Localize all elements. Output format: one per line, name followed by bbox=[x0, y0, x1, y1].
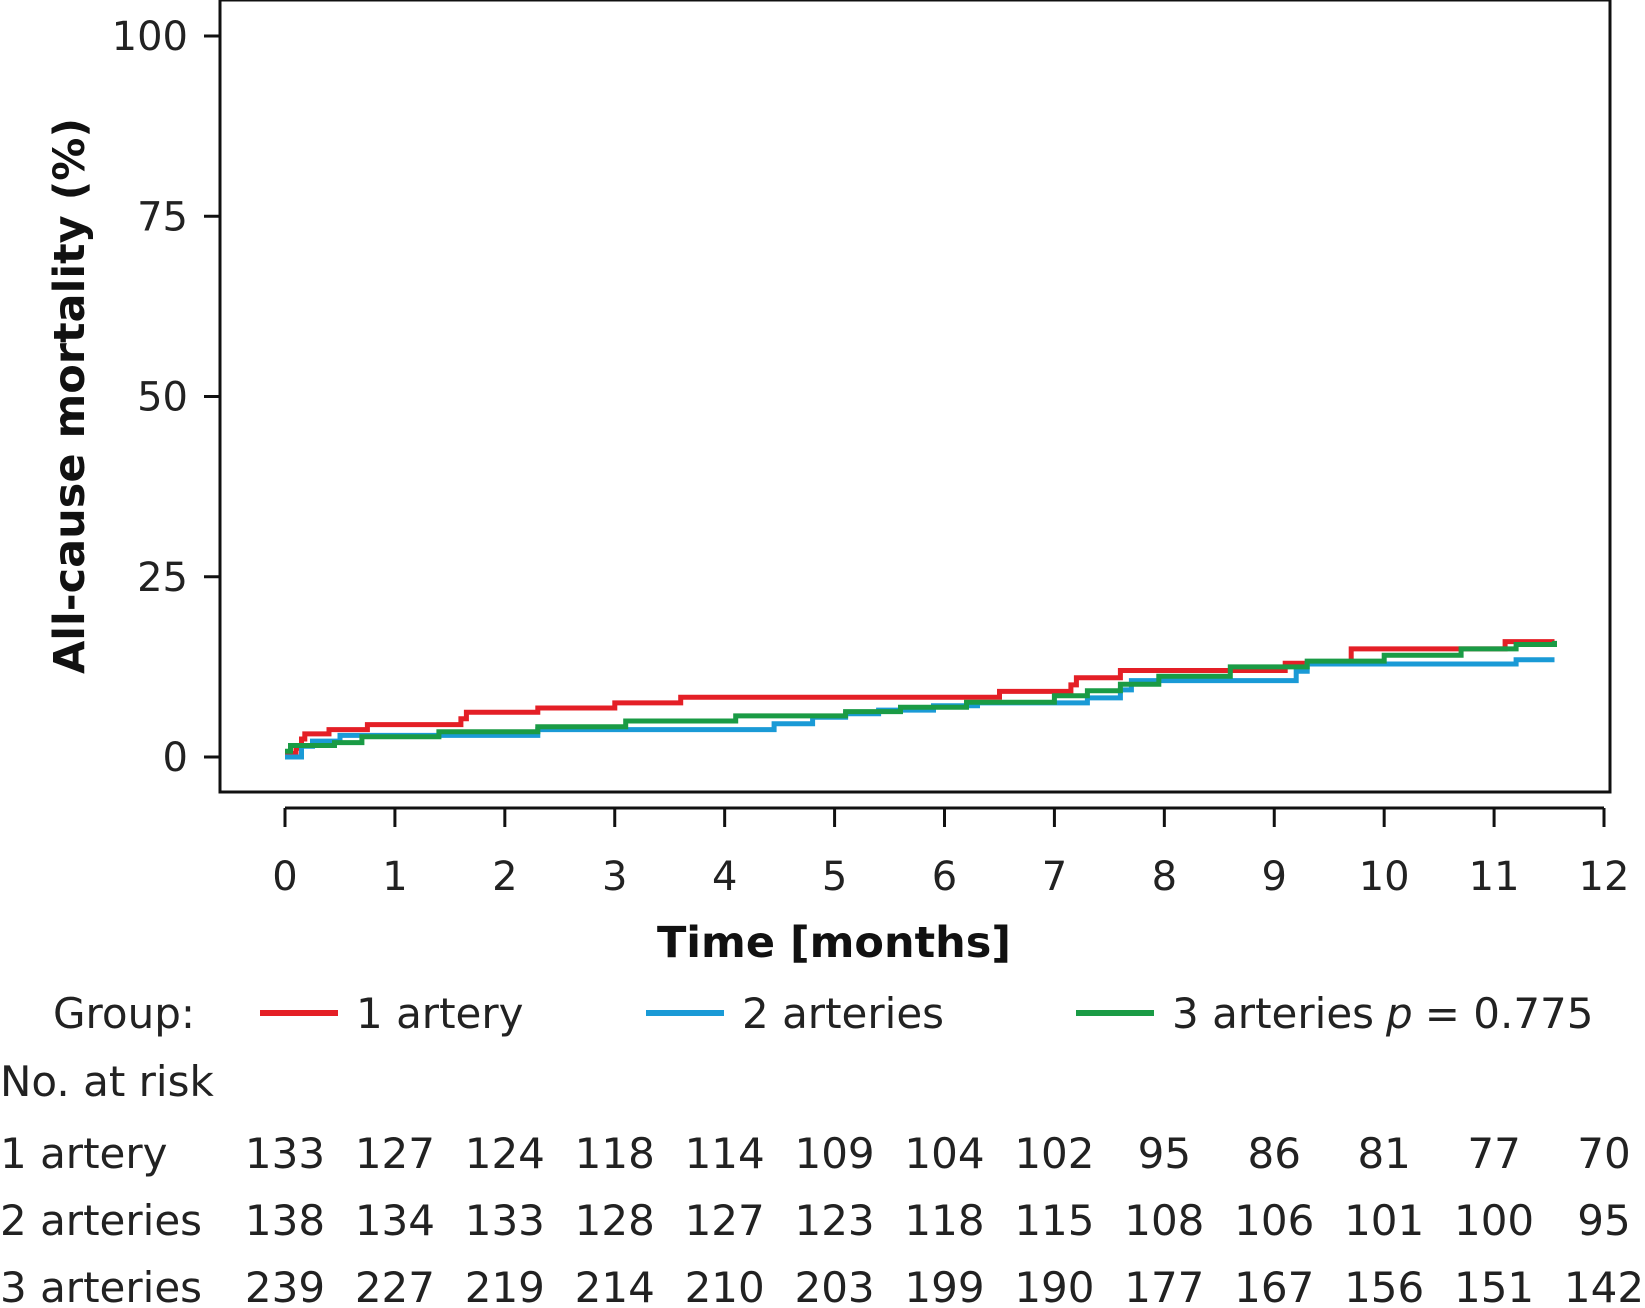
x-axis-title: Time [months] bbox=[657, 918, 1011, 968]
plot-frame bbox=[218, 0, 1612, 794]
x-tick-label-3: 3 bbox=[602, 854, 627, 900]
risk-value-3-arteries-8: 177 bbox=[1124, 1263, 1204, 1308]
risk-value-1-artery-4: 114 bbox=[685, 1129, 765, 1178]
risk-value-3-arteries-6: 199 bbox=[904, 1263, 984, 1308]
risk-value-2-arteries-10: 101 bbox=[1344, 1196, 1424, 1245]
legend-label-3-arteries: 3 arteries p = 0.775 bbox=[1172, 989, 1594, 1038]
risk-value-1-artery-7: 102 bbox=[1014, 1129, 1094, 1178]
x-tick-label-10: 10 bbox=[1359, 854, 1410, 900]
risk-table: No. at risk 1 artery 133 127 124 118 114 109 10… bbox=[0, 1057, 1644, 1308]
y-tick-label-0: 0 bbox=[163, 735, 188, 781]
x-tick-label-5: 5 bbox=[822, 854, 847, 900]
legend-label-3-arteries-name: 3 arteries bbox=[1172, 989, 1374, 1038]
y-axis-title: All-cause mortality (%) bbox=[45, 118, 95, 674]
risk-value-2-arteries-5: 123 bbox=[794, 1196, 874, 1245]
risk-value-3-arteries-5: 203 bbox=[794, 1263, 874, 1308]
y-tick-label-50: 50 bbox=[137, 375, 188, 421]
risk-value-3-arteries-0: 239 bbox=[245, 1263, 325, 1308]
risk-value-1-artery-0: 133 bbox=[245, 1129, 325, 1178]
x-tick-label-8: 8 bbox=[1152, 854, 1177, 900]
risk-value-1-artery-2: 124 bbox=[465, 1129, 545, 1178]
risk-value-2-arteries-7: 115 bbox=[1014, 1196, 1094, 1245]
risk-value-2-arteries-8: 108 bbox=[1124, 1196, 1204, 1245]
risk-value-1-artery-9: 86 bbox=[1248, 1129, 1301, 1178]
risk-value-2-arteries-4: 127 bbox=[685, 1196, 765, 1245]
legend-label-2-arteries: 2 arteries bbox=[742, 989, 944, 1038]
x-tick-label-12: 12 bbox=[1579, 854, 1630, 900]
legend: Group: 1 artery 2 arteries 3 arteries p = … bbox=[53, 989, 1594, 1038]
risk-value-1-artery-1: 127 bbox=[355, 1129, 435, 1178]
series-layer bbox=[285, 639, 1557, 760]
risk-value-2-arteries-2: 133 bbox=[465, 1196, 545, 1245]
x-tick-label-2: 2 bbox=[492, 854, 517, 900]
risk-value-1-artery-3: 118 bbox=[575, 1129, 655, 1178]
risk-value-3-arteries-1: 227 bbox=[355, 1263, 435, 1308]
x-tick-label-6: 6 bbox=[932, 854, 957, 900]
risk-value-2-arteries-12: 95 bbox=[1577, 1196, 1630, 1245]
y-tick-label-75: 75 bbox=[137, 194, 188, 240]
risk-row-label-1-artery: 1 artery bbox=[0, 1129, 168, 1178]
series-line-2-arteries bbox=[285, 657, 1555, 760]
x-axis: 0 1 2 3 4 5 6 7 8 9 10 11 12 bbox=[272, 806, 1630, 900]
x-tick-label-7: 7 bbox=[1042, 854, 1067, 900]
y-tick-label-25: 25 bbox=[137, 555, 188, 601]
risk-value-1-artery-6: 104 bbox=[904, 1129, 984, 1178]
risk-value-3-arteries-2: 219 bbox=[465, 1263, 545, 1308]
risk-value-3-arteries-7: 190 bbox=[1014, 1263, 1094, 1308]
risk-value-2-arteries-0: 138 bbox=[245, 1196, 325, 1245]
risk-value-3-arteries-9: 167 bbox=[1234, 1263, 1314, 1308]
risk-value-2-arteries-3: 128 bbox=[575, 1196, 655, 1245]
risk-value-3-arteries-12: 142 bbox=[1564, 1263, 1644, 1308]
risk-value-2-arteries-1: 134 bbox=[355, 1196, 435, 1245]
x-tick-label-1: 1 bbox=[382, 854, 407, 900]
risk-row-label-2-arteries: 2 arteries bbox=[0, 1196, 202, 1245]
risk-value-3-arteries-4: 210 bbox=[685, 1263, 765, 1308]
risk-value-2-arteries-6: 118 bbox=[904, 1196, 984, 1245]
risk-value-3-arteries-3: 214 bbox=[575, 1263, 655, 1308]
y-axis: 0 25 50 75 100 bbox=[112, 14, 220, 781]
x-tick-label-0: 0 bbox=[272, 854, 297, 900]
risk-value-2-arteries-9: 106 bbox=[1234, 1196, 1314, 1245]
risk-value-1-artery-11: 77 bbox=[1467, 1129, 1520, 1178]
risk-value-1-artery-8: 95 bbox=[1138, 1129, 1191, 1178]
legend-p-symbol: p bbox=[1385, 989, 1413, 1038]
risk-value-1-artery-10: 81 bbox=[1357, 1129, 1410, 1178]
legend-p-value: = 0.775 bbox=[1425, 989, 1594, 1038]
x-tick-label-9: 9 bbox=[1262, 854, 1287, 900]
legend-group-label: Group: bbox=[53, 989, 195, 1038]
series-line-3-arteries bbox=[285, 640, 1557, 754]
x-tick-label-11: 11 bbox=[1469, 854, 1520, 900]
risk-value-3-arteries-11: 151 bbox=[1454, 1263, 1534, 1308]
y-tick-label-100: 100 bbox=[112, 14, 188, 60]
risk-value-3-arteries-10: 156 bbox=[1344, 1263, 1424, 1308]
risk-value-2-arteries-11: 100 bbox=[1454, 1196, 1534, 1245]
legend-label-1-artery: 1 artery bbox=[356, 989, 524, 1038]
risk-row-label-3-arteries: 3 arteries bbox=[0, 1263, 202, 1308]
risk-value-1-artery-5: 109 bbox=[794, 1129, 874, 1178]
risk-table-title: No. at risk bbox=[0, 1057, 214, 1106]
risk-value-1-artery-12: 70 bbox=[1577, 1129, 1630, 1178]
x-tick-label-4: 4 bbox=[712, 854, 737, 900]
